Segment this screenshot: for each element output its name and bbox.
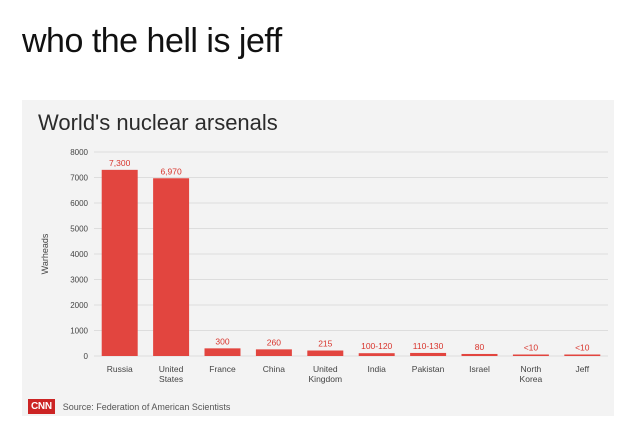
x-category-label: Pakistan: [412, 364, 445, 374]
x-category-label: North: [521, 364, 542, 374]
y-tick-label: 1000: [70, 327, 88, 336]
cnn-logo: CNN: [28, 399, 55, 414]
y-tick-label: 5000: [70, 225, 88, 234]
chart-card: 0 1000 2000 3000 4000 5000 6000 7000 8000 Warhead…: [22, 100, 614, 416]
data-label: 7,300: [109, 158, 131, 168]
meme-caption: who the hell is jeff: [22, 22, 282, 60]
x-category-label: United: [313, 364, 338, 374]
x-category-label: France: [209, 364, 236, 374]
bar: [564, 354, 601, 356]
x-category-label: Kingdom: [309, 374, 343, 384]
data-label: 100-120: [361, 341, 392, 351]
y-tick-label: 6000: [70, 199, 88, 208]
bar: [307, 350, 344, 356]
x-category-label: Israel: [469, 364, 490, 374]
data-label: 260: [267, 337, 281, 347]
y-tick-label: 4000: [70, 250, 88, 259]
bar: [461, 353, 498, 356]
x-category-label: States: [159, 374, 183, 384]
x-category-label: United: [159, 364, 184, 374]
bar: [101, 169, 138, 356]
bar: [358, 353, 395, 356]
data-label: 300: [215, 336, 229, 346]
data-label: 6,970: [160, 166, 182, 176]
chart-footer: CNN Source: Federation of American Scien…: [28, 399, 230, 414]
bar: [153, 178, 190, 356]
y-tick-label: 0: [84, 352, 89, 361]
data-label: <10: [575, 343, 590, 353]
data-label: 80: [475, 342, 485, 352]
y-axis-label: Warheads: [40, 233, 50, 274]
source-credit: Source: Federation of American Scientist…: [62, 401, 231, 412]
data-label: <10: [524, 343, 539, 353]
x-category-label: Russia: [107, 364, 133, 374]
bar: [204, 348, 241, 356]
data-label: 110-130: [413, 341, 444, 351]
bar: [512, 354, 549, 356]
x-category-label: Jeff: [576, 364, 590, 374]
y-tick-label: 7000: [70, 174, 88, 183]
y-tick-label: 2000: [70, 301, 88, 310]
x-category-label: Korea: [520, 374, 543, 384]
chart-title: World's nuclear arsenals: [38, 110, 278, 135]
bar: [410, 352, 447, 356]
y-tick-label: 8000: [70, 148, 88, 157]
x-category-label: China: [263, 364, 285, 374]
bar-chart: 0 1000 2000 3000 4000 5000 6000 7000 8000 Warhead…: [40, 148, 608, 384]
data-label: 215: [318, 339, 332, 349]
bar: [255, 349, 292, 356]
y-tick-label: 3000: [70, 276, 88, 285]
x-category-label: India: [367, 364, 386, 374]
